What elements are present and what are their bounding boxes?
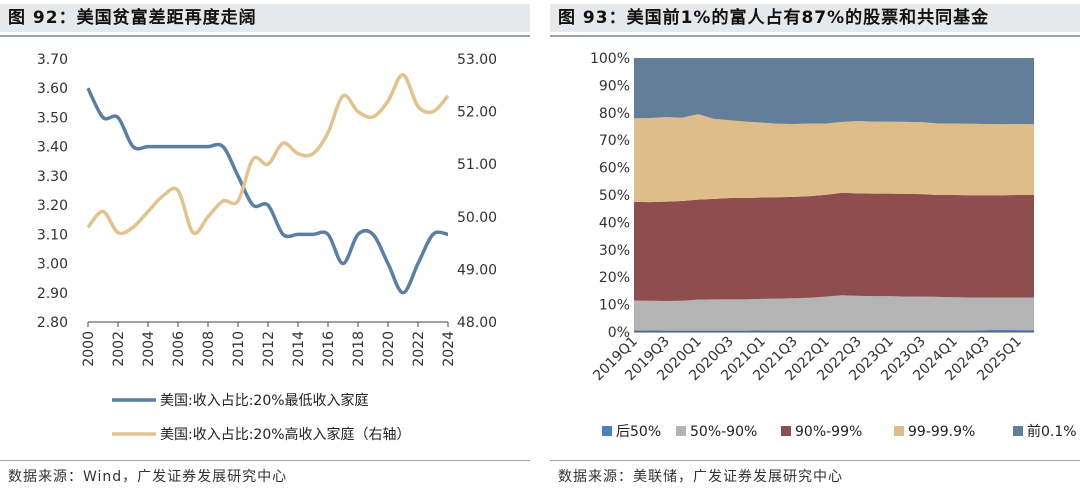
y-left-tick-label: 3.70 (37, 52, 68, 68)
x-tick-label: 2016 (321, 331, 337, 367)
y-left-tick-label: 3.00 (37, 257, 68, 273)
y-right-tick-label: 52.00 (457, 105, 497, 121)
x-tick-label: 2010 (231, 331, 247, 367)
right-source-note: 数据来源：美联储，广发证券发展研究中心 (558, 469, 843, 485)
series-line-lowest-20pct (86, 87, 449, 295)
y-left-tick-label: 3.60 (37, 81, 68, 97)
y-tick-label: 0% (608, 325, 630, 341)
y-tick-label: 60% (599, 161, 630, 177)
right-title-underline (550, 35, 1080, 37)
legend-label: 后50% (616, 424, 661, 440)
left-figure-title: 图 92：美国贫富差距再度走阔 (0, 4, 530, 32)
legend-swatch (676, 426, 686, 436)
y-right-tick-label: 53.00 (457, 52, 497, 68)
x-tick-label: 2020 (381, 331, 397, 367)
y-tick-label: 30% (599, 243, 630, 259)
legend-swatch (894, 426, 904, 436)
legend-label: 美国:收入占比:20%最低收入家庭 (160, 392, 369, 409)
legend-label: 99-99.9% (908, 424, 975, 440)
y-left-tick-label: 2.90 (37, 286, 68, 302)
legend-label: 美国:收入占比:20%高收入家庭（右轴） (160, 426, 411, 443)
left-source-divider (0, 460, 530, 461)
y-tick-label: 100% (590, 51, 630, 67)
legend-swatch (602, 426, 612, 436)
left-figure-title-text: 美国贫富差距再度走阔 (76, 8, 257, 28)
x-tick-label: 2004 (141, 331, 157, 367)
area-top-0-1pct (634, 58, 1034, 125)
legend-label: 90%-99% (795, 424, 862, 440)
y-tick-label: 20% (599, 270, 630, 286)
right-source-divider (550, 460, 1080, 461)
y-left-tick-label: 3.10 (37, 227, 68, 243)
left-source-note: 数据来源：Wind，广发证券发展研究中心 (8, 469, 288, 485)
x-tick-label: 2008 (201, 331, 217, 367)
y-left-tick-label: 3.20 (37, 198, 68, 214)
y-tick-label: 50% (599, 188, 630, 204)
area-50-90pct (634, 295, 1034, 331)
right-figure-number: 图 93： (558, 8, 627, 28)
y-left-tick-label: 3.30 (37, 169, 68, 185)
legend-swatch (1013, 426, 1023, 436)
legend-label: 50%-90% (690, 424, 757, 440)
legend-label: 前0.1% (1027, 423, 1077, 440)
x-tick-label: 2018 (351, 331, 367, 367)
right-figure-title-text: 美国前1%的富人占有87%的股票和共同基金 (626, 8, 990, 28)
right-stacked-area-chart: 100%90%80%70%60%50%40%30%20%10%0%2019Q12… (590, 51, 1077, 440)
area-bottom-50pct (634, 329, 1034, 332)
y-right-tick-label: 51.00 (457, 157, 497, 173)
y-left-tick-label: 2.80 (37, 315, 68, 331)
x-tick-label: 2024 (441, 331, 457, 367)
legend-swatch (781, 426, 791, 436)
y-tick-label: 40% (599, 215, 630, 231)
series-line-highest-20pct (86, 73, 450, 236)
y-tick-label: 70% (599, 133, 630, 149)
y-right-tick-label: 50.00 (457, 210, 497, 226)
left-figure-number: 图 92： (8, 8, 77, 28)
area-99-99-9pct (634, 114, 1034, 203)
area-90-99pct (634, 192, 1034, 302)
right-figure-panel: 图 93：美国前1%的富人占有87%的股票和共同基金 100% 90% 80% 70%… (550, 0, 1080, 500)
y-left-tick-label: 3.40 (37, 140, 68, 156)
x-tick-label: 2014 (291, 331, 307, 367)
left-title-underline (0, 35, 530, 37)
x-tick-label: 2006 (171, 331, 187, 367)
y-tick-label: 10% (599, 298, 630, 314)
x-tick-label: 2022 (411, 331, 427, 367)
x-tick-label: 2000 (81, 331, 97, 367)
y-tick-label: 90% (599, 78, 630, 94)
y-right-tick-label: 49.00 (457, 262, 497, 278)
y-right-tick-label: 48.00 (457, 315, 497, 331)
x-tick-label: 2012 (261, 331, 277, 367)
left-line-chart: 3.70 3.60 3.50 3.40 3.30 3.20 3.10 3.00 2.90 2.80… (37, 52, 497, 443)
right-figure-title: 图 93：美国前1%的富人占有87%的股票和共同基金 (550, 4, 1080, 32)
y-left-tick-label: 3.50 (37, 110, 68, 126)
y-tick-label: 80% (599, 106, 630, 122)
left-figure-panel: 图 92：美国贫富差距再度走阔 3.70 3.60 3.50 3.40 3.30 3.20… (0, 0, 530, 500)
x-tick-label: 2002 (111, 331, 127, 367)
